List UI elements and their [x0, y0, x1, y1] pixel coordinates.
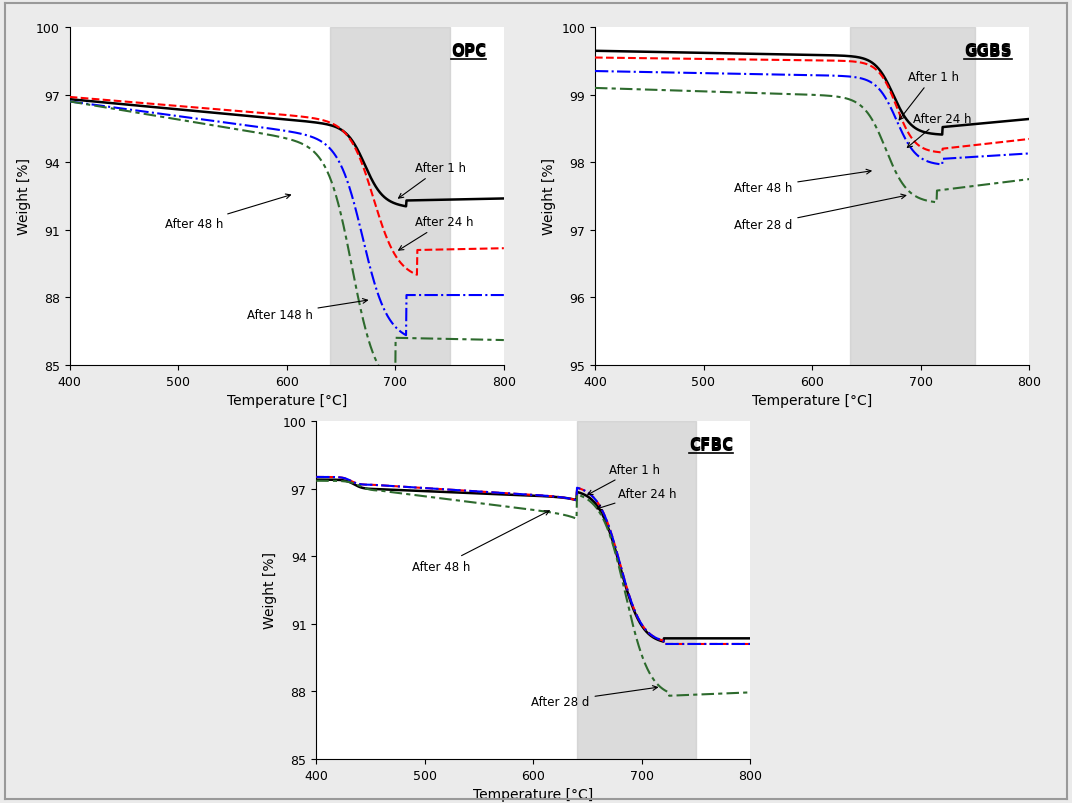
X-axis label: Temperature [°C]: Temperature [°C] [473, 787, 594, 801]
Text: GGBS: GGBS [964, 45, 1012, 60]
Y-axis label: Weight [%]: Weight [%] [541, 158, 555, 235]
Text: After 48 h: After 48 h [412, 511, 549, 573]
Text: CFBC: CFBC [689, 437, 733, 452]
Bar [850, 28, 974, 365]
Text: OPC: OPC [451, 43, 487, 59]
Bar [577, 422, 696, 759]
Text: After 24 h: After 24 h [907, 112, 971, 149]
Text: After 24 h: After 24 h [597, 487, 676, 510]
Text: After 1 h: After 1 h [399, 162, 466, 199]
Text: OPC: OPC [451, 45, 487, 60]
X-axis label: Temperature [°C]: Temperature [°C] [751, 393, 873, 408]
Text: CFBC: CFBC [689, 438, 733, 454]
Text: After 148 h: After 148 h [247, 300, 368, 321]
Bar [330, 28, 449, 365]
Text: After 48 h: After 48 h [734, 170, 872, 194]
Text: After 48 h: After 48 h [165, 195, 291, 231]
Text: After 28 d: After 28 d [531, 686, 657, 708]
Y-axis label: Weight [%]: Weight [%] [16, 158, 30, 235]
Text: After 1 h: After 1 h [899, 71, 958, 120]
Y-axis label: Weight [%]: Weight [%] [263, 552, 277, 629]
Text: After 24 h: After 24 h [399, 216, 474, 251]
Text: GGBS: GGBS [964, 43, 1012, 59]
Text: After 1 h: After 1 h [587, 463, 660, 495]
Text: After 28 d: After 28 d [734, 195, 906, 232]
X-axis label: Temperature [°C]: Temperature [°C] [226, 393, 347, 408]
